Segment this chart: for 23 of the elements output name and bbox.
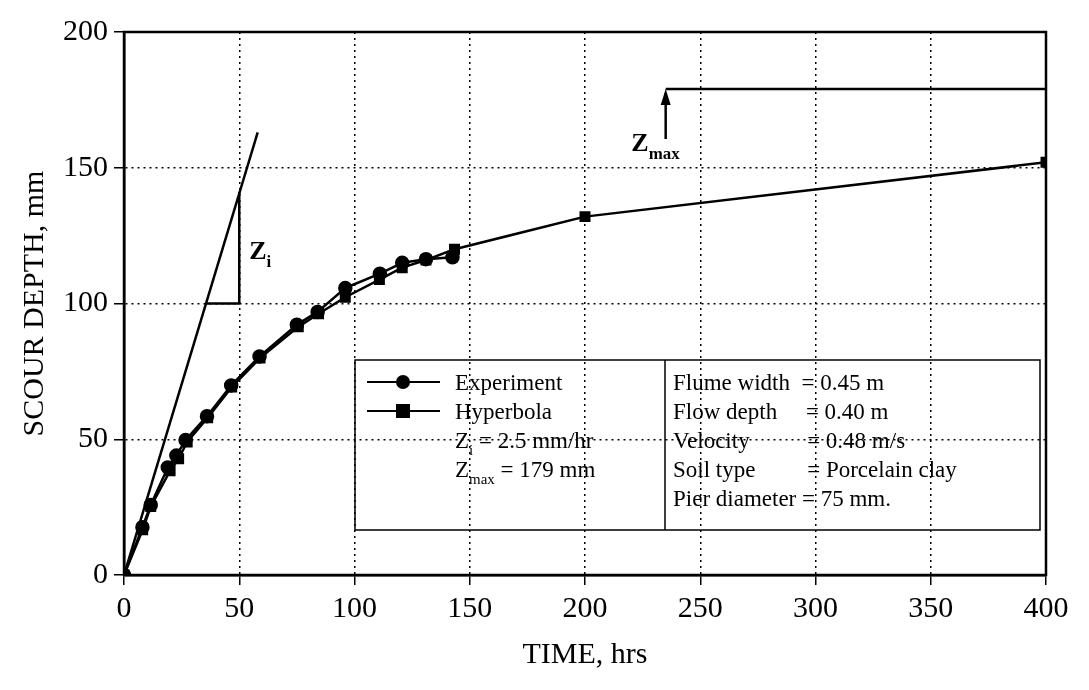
- y-tick-label: 100: [63, 284, 108, 318]
- x-tick-label: 150: [447, 589, 493, 623]
- annotation: Pier diameter = 75 mm.: [673, 486, 892, 511]
- x-tick-label: 300: [793, 589, 838, 623]
- y-axis-title: SCOUR DEPTH, mm: [15, 170, 49, 437]
- x-tick-label: 100: [332, 589, 377, 623]
- legend-label: Hyperbola: [455, 399, 553, 424]
- annotation: Velocity = 0.48 m/s: [673, 428, 906, 453]
- legend-label: Experiment: [455, 370, 563, 395]
- x-tick-label: 350: [908, 589, 954, 623]
- x-tick-label: 400: [1023, 589, 1069, 623]
- x-tick-label: 0: [116, 589, 132, 623]
- x-tick-label: 250: [677, 589, 723, 623]
- annotation: Flow depth = 0.40 m: [673, 399, 889, 424]
- x-axis-title: TIME, hrs: [522, 635, 648, 669]
- y-tick-label: 150: [63, 148, 108, 182]
- x-tick-label: 50: [224, 589, 255, 623]
- annotation: Flume width = 0.45 m: [673, 370, 885, 395]
- annotation: Soil type = Porcelain clay: [673, 457, 958, 482]
- y-tick-label: 50: [78, 420, 108, 454]
- y-tick-label: 0: [93, 555, 108, 589]
- y-tick-label: 200: [63, 12, 108, 46]
- x-tick-label: 200: [562, 589, 608, 623]
